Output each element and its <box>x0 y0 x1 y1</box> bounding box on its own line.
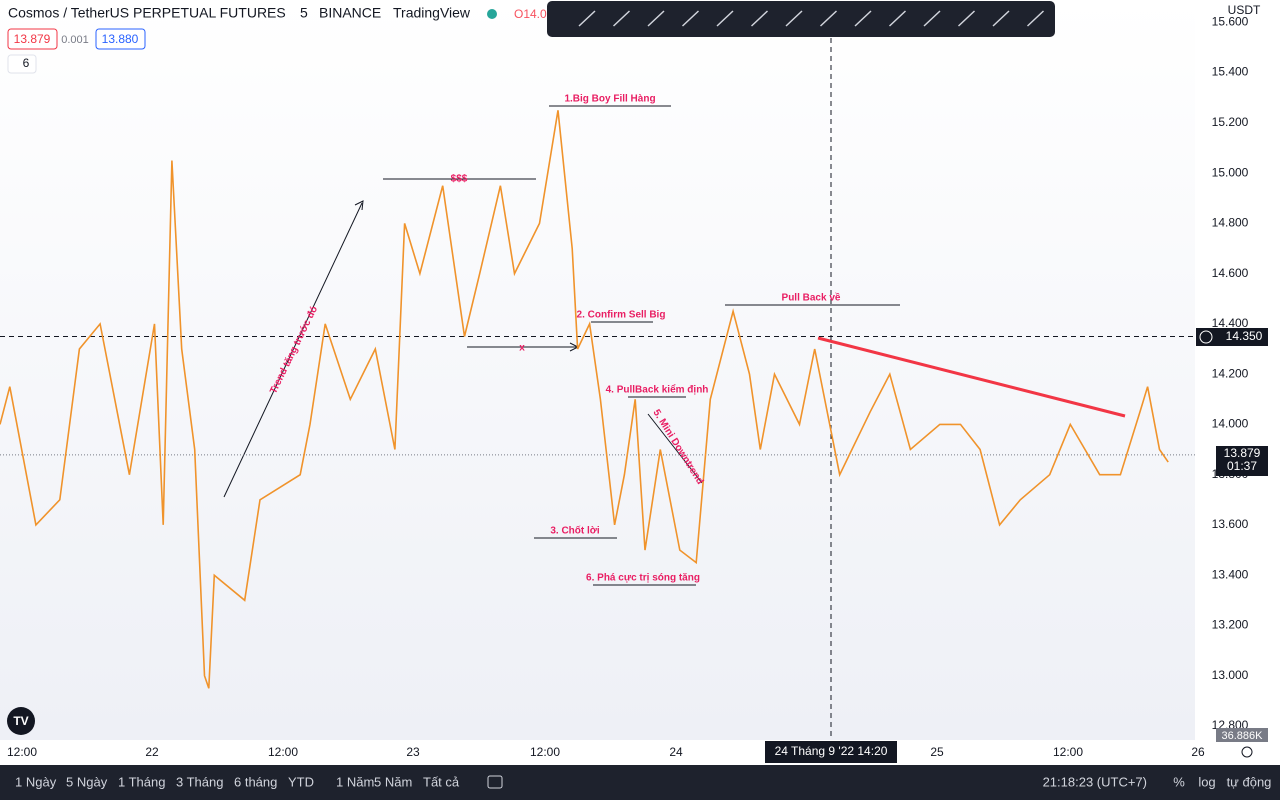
price-tick-label: 14.000 <box>1212 417 1249 431</box>
price-tick-label: 13.600 <box>1212 517 1249 531</box>
last-price-bg <box>1216 446 1268 476</box>
exchange: BINANCE <box>319 5 381 21</box>
bottom-bar <box>0 765 1280 800</box>
tool-glyph <box>785 10 803 27</box>
time-tick-label: 26 <box>1191 745 1205 759</box>
settings[interactable] <box>1241 746 1253 758</box>
volume: 36.886K <box>1222 730 1264 742</box>
percent[interactable]: % <box>1173 774 1185 789</box>
indicators-toggle[interactable] <box>7 54 37 74</box>
price-tick-label: 15.000 <box>1212 165 1249 179</box>
currency[interactable]: USDT <box>1228 3 1261 17</box>
tool-icons <box>578 10 1045 27</box>
bid: 13.879 <box>14 32 51 46</box>
tool-glyph <box>612 10 631 27</box>
open: O14.0 <box>514 7 547 21</box>
time-tick-label: 12:00 <box>268 745 298 759</box>
status-dot <box>487 9 497 19</box>
tool-glyph <box>819 10 838 27</box>
price-tick-label: 14.800 <box>1212 216 1249 230</box>
price-tick-label: 15.400 <box>1212 65 1249 79</box>
auto[interactable]: tự động <box>1227 774 1272 789</box>
chart-area <box>0 0 1195 740</box>
tool-glyph <box>750 10 769 27</box>
tool-glyph <box>923 10 941 27</box>
interval: 5 <box>300 5 308 21</box>
crosshair-price: 14.350 <box>1226 329 1263 343</box>
annotation: 6. Phá cực trị sóng tăng <box>586 573 700 584</box>
symbol: Cosmos / TetherUS PERPETUAL FUTURES <box>8 5 286 21</box>
annotation: Pull Back về <box>782 292 841 304</box>
log[interactable]: log <box>1198 774 1215 789</box>
drawing-toolbar <box>547 1 1055 37</box>
time-axis <box>0 740 1195 765</box>
range-button[interactable]: 1 Ngày <box>15 774 57 789</box>
crosshair-label-bg <box>1196 328 1268 346</box>
range-button[interactable]: 3 Tháng <box>176 774 223 789</box>
price-tick-label: 14.400 <box>1212 316 1249 330</box>
add-button[interactable] <box>1199 330 1213 344</box>
range-button[interactable]: 5 Ngày <box>66 774 108 789</box>
spread: 0.001 <box>61 34 89 46</box>
annotation: 3. Chốt lời <box>550 525 600 537</box>
tool-glyph <box>647 10 665 27</box>
tool-glyph <box>992 10 1010 27</box>
tool-glyph <box>888 10 907 27</box>
tool-glyph <box>854 10 872 27</box>
price-tick-label: 13.400 <box>1212 567 1249 581</box>
ask-button[interactable] <box>95 28 146 50</box>
time-tick-label: 12:00 <box>530 745 560 759</box>
tool-glyph <box>1026 10 1045 27</box>
price-axis <box>1195 0 1280 765</box>
tool-glyph <box>716 10 734 27</box>
price-tick-label: 14.600 <box>1212 266 1249 280</box>
annotation: $$$ <box>451 174 468 185</box>
price-tick-label: 13.000 <box>1212 668 1249 682</box>
range-button[interactable]: 6 tháng <box>234 774 277 789</box>
tv-logo <box>7 707 35 735</box>
range-button[interactable]: Tất cả <box>423 774 460 789</box>
source: TradingView <box>393 5 471 21</box>
time-tick-label: 12:00 <box>7 745 37 759</box>
annotation: 2. Confirm Sell Big <box>577 310 666 321</box>
price-tick-label: 14.200 <box>1212 366 1249 380</box>
time-tick-label: 24 <box>669 745 683 759</box>
annotation: 4. PullBack kiểm định <box>606 384 709 396</box>
trend-line <box>817 336 1126 418</box>
range-button[interactable]: 1 Tháng <box>118 774 165 789</box>
tv-logo-text: TV <box>13 714 28 728</box>
range-button[interactable]: 1 Năm <box>336 774 374 789</box>
tool-glyph <box>578 10 596 27</box>
volume-bg <box>1216 728 1268 742</box>
price-tick-label: 15.600 <box>1212 14 1249 28</box>
annotation: 1.Big Boy Fill Hàng <box>564 94 655 105</box>
annotation: x <box>519 343 525 354</box>
time-tick-label: 12:00 <box>1053 745 1083 759</box>
tool-glyph <box>957 10 976 27</box>
range-button[interactable]: YTD <box>288 774 314 789</box>
clock: 21:18:23 (UTC+7) <box>1043 774 1147 789</box>
time-tick-label: 22 <box>145 745 159 759</box>
tool-glyph <box>681 10 700 27</box>
time-tick-label: 23 <box>406 745 420 759</box>
bid-button[interactable] <box>7 28 58 50</box>
ask: 13.880 <box>102 32 139 46</box>
crosshair-time-bg <box>765 741 897 763</box>
price-tick-label: 15.200 <box>1212 115 1249 129</box>
price-tick-label: 13.200 <box>1212 618 1249 632</box>
indicators: 6 <box>23 56 30 70</box>
range-button[interactable]: 5 Năm <box>374 774 412 789</box>
price-line <box>0 110 1169 689</box>
drawings <box>223 105 900 586</box>
last-price: 13.879 <box>1224 446 1261 460</box>
countdown: 01:37 <box>1227 459 1257 473</box>
crosshair-time: 24 Tháng 9 '22 14:20 <box>775 744 888 758</box>
time-tick-label: 25 <box>930 745 944 759</box>
date-range-icon[interactable] <box>487 775 503 789</box>
